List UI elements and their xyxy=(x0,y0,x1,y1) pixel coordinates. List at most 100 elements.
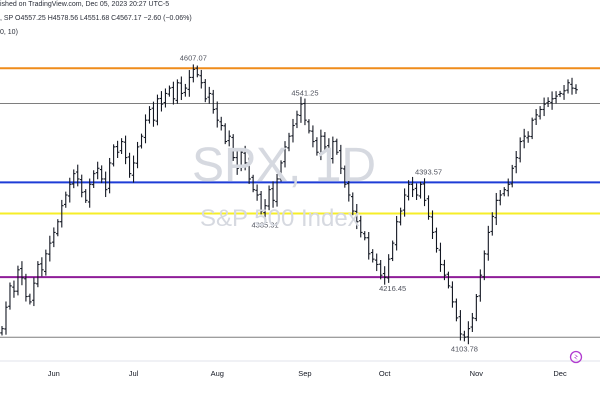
ohlc-bar xyxy=(227,130,232,147)
ohlc-bar xyxy=(219,116,224,131)
ohlc-bar xyxy=(175,79,180,104)
ohlc-bar xyxy=(303,98,307,126)
ohlc-bar xyxy=(450,281,455,308)
ohlc-bar xyxy=(255,184,259,201)
x-tick-label: Nov xyxy=(470,369,484,378)
ohlc-bar xyxy=(295,110,299,129)
ohlc-bar xyxy=(358,215,363,238)
ohlc-bar xyxy=(506,178,511,197)
ohlc-bar xyxy=(562,85,566,100)
price-bars xyxy=(0,64,578,345)
ohlc-bar xyxy=(339,144,343,175)
ohlc-bar xyxy=(36,261,40,288)
ohlc-summary: , SP O4557.25 H4578.56 L4551.68 C4567.17… xyxy=(0,15,192,22)
ohlc-bar xyxy=(518,137,522,163)
ohlc-bar xyxy=(235,151,239,175)
ohlc-bar xyxy=(474,293,479,322)
ohlc-bar xyxy=(343,165,347,188)
ohlc-bar xyxy=(4,301,8,335)
ohlc-bar xyxy=(167,85,172,97)
ohlc-bar xyxy=(171,81,176,105)
ohlc-bar xyxy=(107,157,112,194)
horizontal-levels xyxy=(0,67,600,338)
ohlc-bar xyxy=(16,265,20,296)
ohlc-bar xyxy=(8,282,12,310)
ohlc-bar xyxy=(574,84,578,94)
ohlc-bar xyxy=(299,96,303,123)
indicator-params: 0, 10) xyxy=(0,29,18,36)
ohlc-bar xyxy=(482,250,487,281)
ohlc-bar xyxy=(179,76,184,101)
ohlc-bar xyxy=(490,212,495,236)
x-tick-label: Dec xyxy=(553,369,567,378)
ohlc-bar xyxy=(442,259,447,281)
ohlc-bar xyxy=(32,277,36,307)
ohlc-bar xyxy=(87,178,92,208)
ohlc-bar xyxy=(83,189,88,203)
ohlc-bar xyxy=(570,77,574,95)
ohlc-bar xyxy=(434,227,439,253)
tradingview-logo-icon[interactable] xyxy=(569,350,583,364)
ohlc-bar xyxy=(446,271,451,289)
ohlc-bar xyxy=(243,145,247,171)
ohlc-bar xyxy=(315,137,319,156)
ohlc-bar xyxy=(151,101,156,127)
ohlc-bar xyxy=(95,161,100,180)
ohlc-bar xyxy=(279,160,283,182)
ohlc-bar xyxy=(259,190,263,215)
ohlc-bar xyxy=(454,298,459,322)
x-tick-label: Aug xyxy=(211,369,224,378)
ohlc-bar xyxy=(127,152,132,178)
ohlc-bar xyxy=(103,171,108,198)
ohlc-bar xyxy=(271,181,275,208)
ohlc-bar xyxy=(251,174,255,193)
price-annotations: 4607.07 4541.25 4335.31 4393.57 4216.45 4103.… xyxy=(180,53,478,353)
ohlc-bar xyxy=(478,269,483,302)
ohlc-bar xyxy=(558,90,562,98)
ohlc-bar xyxy=(211,89,216,114)
ohlc-bar xyxy=(63,191,68,208)
ohlc-bar xyxy=(502,187,507,197)
ohlc-bar xyxy=(223,123,228,145)
ohlc-bar xyxy=(406,180,411,201)
ohlc-bar xyxy=(462,330,467,342)
ohlc-bar xyxy=(566,79,570,94)
ohlc-bar xyxy=(28,293,32,305)
ohlc-bar xyxy=(390,240,395,262)
ohlc-bar xyxy=(195,65,200,78)
ohlc-bar xyxy=(331,136,335,164)
ohlc-bar xyxy=(307,119,311,134)
ohlc-bar xyxy=(91,170,96,188)
ohlc-bar xyxy=(52,227,56,248)
ohlc-bar xyxy=(24,273,28,302)
ohlc-bar xyxy=(554,91,558,104)
ohlc-bar xyxy=(111,144,116,167)
ohlc-bar xyxy=(438,242,443,272)
ohlc-bar xyxy=(275,173,279,207)
ohlc-bar xyxy=(231,134,235,161)
x-tick-label: Sep xyxy=(298,369,311,378)
x-tick-label: Jul xyxy=(129,369,139,378)
ohlc-bar xyxy=(207,86,212,104)
price-label: 4335.31 xyxy=(252,221,279,230)
ohlc-bar xyxy=(538,106,542,120)
ohlc-bar xyxy=(40,257,44,277)
ohlc-bar xyxy=(291,118,295,143)
ohlc-bar xyxy=(362,231,367,241)
ohlc-bar xyxy=(335,138,339,155)
ohlc-bar xyxy=(530,117,534,140)
ohlc-bar xyxy=(139,133,144,149)
ohlc-bar xyxy=(283,141,287,168)
ohlc-bar xyxy=(71,169,76,189)
ohlc-bar xyxy=(327,138,331,165)
ohlc-bar xyxy=(374,253,379,272)
ohlc-bar xyxy=(398,207,403,226)
ohlc-bar xyxy=(370,249,375,263)
ohlc-bar xyxy=(498,190,503,206)
ohlc-bar xyxy=(346,177,351,202)
ohlc-bar xyxy=(123,135,128,165)
ohlc-bar xyxy=(466,321,471,345)
ohlc-bar xyxy=(44,249,48,276)
ohlc-bar xyxy=(430,210,435,239)
